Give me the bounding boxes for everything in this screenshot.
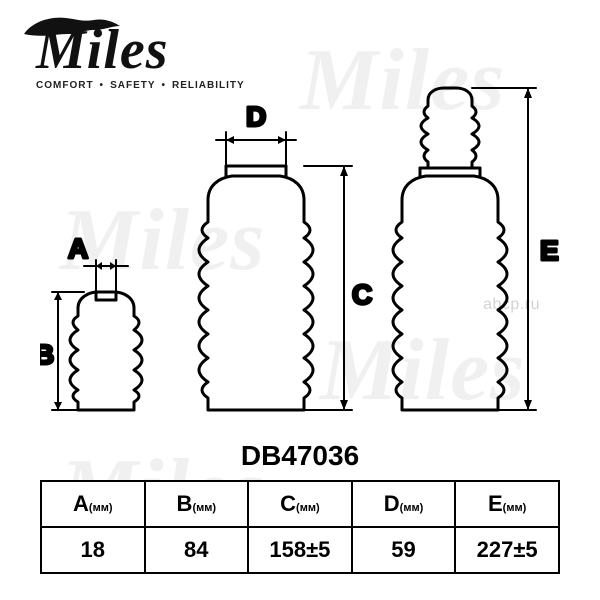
source-watermark: abcp.ru [483, 296, 540, 314]
table-value-row: 18 84 158±5 59 227±5 [41, 527, 559, 573]
dimension-A [84, 260, 128, 292]
dimensions-table: A(мм) B(мм) C(мм) D(мм) E(мм) 18 84 158±… [40, 480, 560, 574]
label-B: B [40, 339, 54, 370]
dimension-diagram: A B [40, 60, 560, 430]
label-E: E [540, 235, 559, 266]
dimension-D [216, 132, 296, 166]
val-D: 59 [352, 527, 456, 573]
val-B: 84 [145, 527, 249, 573]
col-E: E(мм) [455, 481, 559, 527]
part-number: DB47036 [0, 440, 600, 472]
label-D: D [246, 101, 266, 132]
table-header-row: A(мм) B(мм) C(мм) D(мм) E(мм) [41, 481, 559, 527]
label-C: C [352, 279, 372, 310]
val-A: 18 [41, 527, 145, 573]
bump-stop-outline [70, 292, 142, 410]
col-B: B(мм) [145, 481, 249, 527]
val-E: 227±5 [455, 527, 559, 573]
label-A: A [68, 233, 88, 264]
col-D: D(мм) [352, 481, 456, 527]
col-A: A(мм) [41, 481, 145, 527]
assembly-outline [393, 88, 507, 410]
val-C: 158±5 [248, 527, 352, 573]
dust-boot-outline [199, 166, 313, 410]
cheetah-icon [22, 12, 122, 40]
col-C: C(мм) [248, 481, 352, 527]
